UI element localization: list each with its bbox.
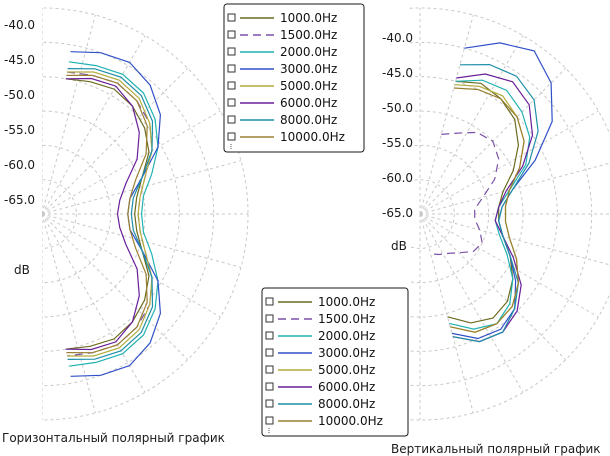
grid-spoke [42,213,96,414]
series-line-1000.0Hz [447,80,520,324]
legend-box [261,287,409,437]
legend-label: 10000.0Hz [318,414,383,428]
tick-label: -65.0 [382,206,413,220]
grid-ring [42,76,180,352]
grid-spoke [419,162,610,215]
horizontal-polar-series [65,51,162,377]
series-line-2000.0Hz [68,61,159,367]
grid-spoke [42,110,221,215]
legend-label: 5000.0Hz [318,363,375,377]
tick-label: -40.0 [382,31,413,45]
tick-label: -45.0 [4,53,35,67]
grid-ring [408,179,455,249]
grid-spoke [42,213,189,361]
grid-spoke [42,35,146,215]
tick-label: -55.0 [382,136,413,150]
grid-spoke [42,213,221,318]
legend-label: 3000.0Hz [280,62,337,76]
legend-checkbox[interactable] [227,98,236,107]
legend-label: 1500.0Hz [280,28,337,42]
series-line-10000.0Hz [450,87,525,333]
legend-checkbox[interactable] [227,115,236,124]
tick-label: -65.0 [4,193,35,207]
grid-spoke [42,213,146,393]
legend-checkbox[interactable] [227,81,236,90]
legend-checkbox[interactable] [265,331,274,340]
vertical-unit-label: dB [391,239,407,253]
grid-spoke [42,160,242,215]
legend-label: 8000.0Hz [318,397,375,411]
legend-checkbox[interactable] [265,416,274,425]
legend-checkbox[interactable] [265,382,274,391]
grid-spoke [42,67,189,215]
series-line-5000.0Hz [450,84,525,333]
grid-spoke [419,213,524,393]
vertical-chart-caption: Вертикальный полярный график [391,442,601,456]
grid-ring [408,41,593,387]
legend-label: 1000.0Hz [280,11,337,25]
legend-label: 3000.0Hz [318,346,375,360]
grid-spoke [419,213,610,266]
grid-spoke [42,14,96,215]
legend-checkbox[interactable] [227,30,236,39]
legend-label: 6000.0Hz [318,380,375,394]
legend-checkbox[interactable] [227,64,236,73]
legend-label: 1000.0Hz [318,295,375,309]
series-line-6000.0Hz [452,73,534,343]
series-line-8000.0Hz [67,68,154,360]
vertical-legend: 1000.0Hz 1500.0Hz 2000.0Hz 3000.0Hz 5000.0Hz… [261,287,409,437]
legend-checkbox[interactable] [265,314,274,323]
tick-label: -60.0 [4,158,35,172]
grid-ring [42,41,215,387]
series-line-10000.0Hz [66,74,148,354]
legend-label: 5000.0Hz [280,79,337,93]
tick-label: -50.0 [4,88,35,102]
vertical-polar-chart: -40.0 -45.0 -50.0 -55.0 -60.0 -65.0 dB Вертик… [261,7,610,456]
vertical-polar-series [430,42,553,343]
grid-spoke [42,213,242,268]
legend-label: 1500.0Hz [318,312,375,326]
horizontal-polar-grid [42,7,249,421]
grid-ring [408,76,558,352]
series-line-6000.0Hz [65,77,140,351]
legend-label: 6000.0Hz [280,96,337,110]
horizontal-chart-caption: Горизонтальный полярный график [2,431,225,445]
grid-spoke [419,110,599,215]
legend-box [223,3,365,153]
series-line-3000.0Hz [451,42,553,340]
vertical-tick-labels: -40.0 -45.0 -50.0 -55.0 -60.0 -65.0 [382,31,413,220]
grid-spoke [419,35,524,215]
legend-label: 8000.0Hz [280,113,337,127]
grid-spoke [419,213,474,414]
legend-checkbox[interactable] [227,47,236,56]
legend-checkbox[interactable] [265,348,274,357]
horizontal-polar-chart: -40.0 -45.0 -50.0 -55.0 -60.0 -65.0 dB Горизо… [2,3,365,445]
series-line-1000.0Hz [65,78,150,350]
tick-label: -50.0 [382,101,413,115]
legend-checkbox[interactable] [227,13,236,22]
legend-checkbox[interactable] [227,132,236,141]
grid-spoke [419,213,567,361]
legend-label: 2000.0Hz [280,45,337,59]
horizontal-legend: 1000.0Hz 1500.0Hz 2000.0Hz 3000.0Hz 5000.0Hz… [223,3,365,153]
legend-checkbox[interactable] [265,399,274,408]
horizontal-tick-labels: -40.0 -45.0 -50.0 -55.0 -60.0 -65.0 [4,18,35,207]
legend-checkbox[interactable] [265,297,274,306]
legend-label: 10000.0Hz [280,130,345,144]
tick-label: -60.0 [382,171,413,185]
legend-checkbox[interactable] [265,365,274,374]
tick-label: -45.0 [382,66,413,80]
series-line-1500.0Hz [430,131,500,256]
grid-ring [42,179,77,249]
legend-label: 2000.0Hz [318,329,375,343]
series-line-5000.0Hz [67,71,153,357]
grid-spoke [419,14,474,215]
tick-label: -55.0 [4,123,35,137]
tick-label: -40.0 [4,18,35,32]
horizontal-unit-label: dB [14,263,30,277]
series-line-8000.0Hz [452,63,539,343]
